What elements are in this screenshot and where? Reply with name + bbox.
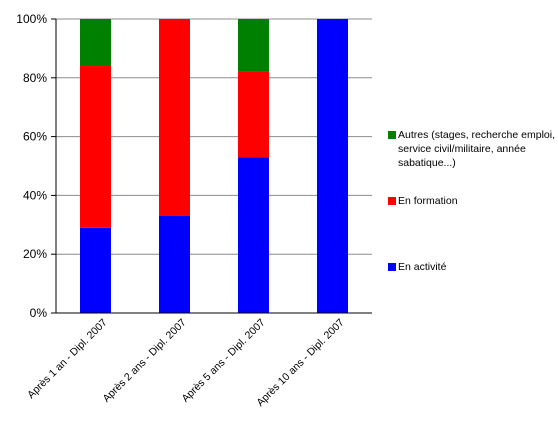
x-category-label: Après 10 ans - Dipl. 2007 [254,317,346,409]
y-tick-label: 0% [30,306,48,320]
y-tick-label: 100% [16,12,47,26]
bar-segment-en-formation [80,66,111,228]
legend-swatch [388,131,396,139]
x-category-label: Après 5 ans - Dipl. 2007 [179,317,267,405]
y-tick-labels: 0% 20% 40% 60% 80% 100% [16,12,47,320]
y-tick-label: 80% [23,71,47,85]
legend-label: Autres (stages, recherche emploi, servic… [398,129,555,169]
bar-segment-autres [80,19,111,67]
legend-item: Autres (stages, recherche emploi, servic… [388,128,556,170]
x-category-label: Après 2 ans - Dipl. 2007 [100,317,188,405]
y-tick-label: 20% [23,247,47,261]
bar-segment-en-activite [80,227,111,313]
bar-segment-en-activite [159,215,190,313]
bar-segment-en-activite [317,19,348,313]
legend-label: En formation [398,195,458,207]
legend-item: En formation [388,194,556,208]
legend-label: En activité [398,261,447,273]
legend-swatch [388,263,396,271]
y-tick-label: 60% [23,130,47,144]
x-category-label: Après 1 an - Dipl. 2007 [25,317,110,402]
y-tick-label: 40% [23,188,47,202]
axes [55,19,372,314]
legend-item: En activité [388,260,556,274]
legend-swatch [388,197,396,205]
bar-segment-en-formation [159,19,190,216]
bars [80,19,348,313]
bar-segment-en-formation [238,71,269,158]
bar-segment-autres [238,19,269,72]
bar-segment-en-activite [238,157,269,313]
